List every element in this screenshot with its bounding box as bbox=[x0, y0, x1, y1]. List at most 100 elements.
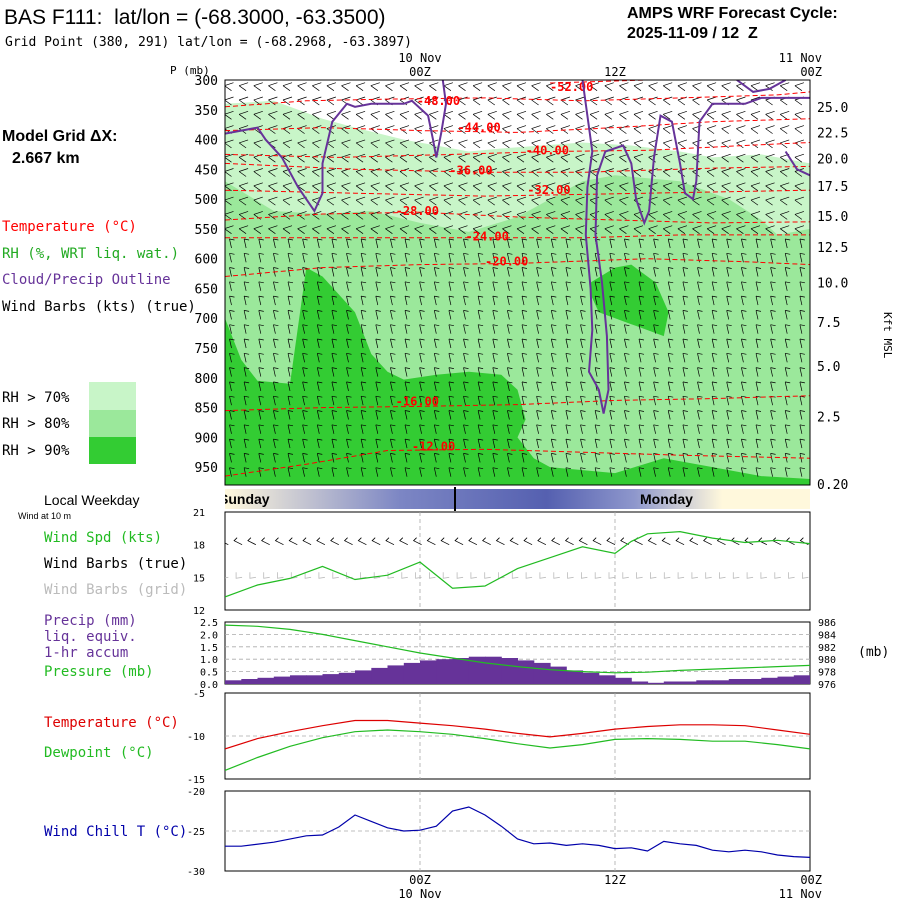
wind-barb bbox=[667, 395, 674, 406]
wind-barb bbox=[682, 410, 688, 420]
wind-barb bbox=[589, 96, 600, 106]
pressure-tick-label: 800 bbox=[195, 372, 218, 387]
wind-barb bbox=[653, 367, 659, 377]
wind-barb bbox=[624, 352, 630, 363]
wind-barb bbox=[560, 110, 571, 120]
precip-bar bbox=[598, 675, 616, 684]
surface-wind-barb-grid bbox=[567, 572, 574, 579]
wind-barb bbox=[448, 338, 454, 349]
temperature-contour bbox=[225, 118, 810, 133]
cloud-outline bbox=[225, 80, 448, 214]
wind-barb bbox=[750, 82, 761, 91]
wind-barb bbox=[741, 438, 747, 449]
wind-barb bbox=[750, 125, 761, 134]
wind-barb bbox=[784, 410, 791, 420]
wind-barb bbox=[390, 338, 396, 349]
temperature-contour-label: -20.00 bbox=[485, 255, 528, 269]
wind-barb bbox=[575, 182, 585, 192]
wind-barb bbox=[390, 267, 396, 277]
wind-barb bbox=[662, 139, 673, 149]
wind-barb bbox=[765, 182, 775, 192]
wind-barb bbox=[531, 225, 541, 234]
precip-bar bbox=[501, 658, 519, 684]
wind-barb bbox=[736, 125, 746, 134]
wind-barb bbox=[458, 168, 468, 177]
wind-barb bbox=[711, 281, 718, 291]
surface-wind-barb-true bbox=[440, 537, 450, 546]
wind-barb bbox=[502, 196, 512, 206]
surface-wind-barb-grid bbox=[802, 572, 809, 579]
wind-barb bbox=[507, 238, 513, 249]
wind-barb bbox=[765, 139, 775, 149]
wind-barb bbox=[341, 125, 351, 134]
wind-barb bbox=[448, 410, 454, 420]
wind-barb bbox=[258, 310, 264, 320]
wind-barb bbox=[463, 381, 469, 391]
cloud-outline-layer bbox=[225, 80, 810, 414]
precip-bar bbox=[696, 680, 714, 684]
wind-barb bbox=[448, 281, 454, 291]
wind-barb bbox=[575, 110, 585, 120]
pressure-tick: 986 bbox=[818, 618, 836, 629]
wind-barb bbox=[390, 410, 396, 420]
wind-barb bbox=[770, 352, 776, 363]
pressure-tick-label: 500 bbox=[195, 193, 218, 208]
wind-speed-tick: 15 bbox=[193, 573, 205, 584]
precip-bar bbox=[436, 659, 454, 684]
wind-barb bbox=[225, 225, 234, 234]
wind-barb bbox=[521, 252, 528, 263]
wind-barb bbox=[580, 281, 586, 291]
wind-barb bbox=[711, 352, 718, 363]
wind-barb bbox=[375, 338, 381, 349]
wind-barb bbox=[375, 424, 381, 434]
wind-barb bbox=[609, 324, 615, 334]
surface-wind-barb-true bbox=[399, 537, 408, 546]
wind-barb bbox=[253, 196, 263, 206]
wind-barb bbox=[507, 338, 513, 349]
wind-barb bbox=[390, 438, 396, 449]
wind-barb bbox=[229, 395, 235, 406]
wind-barb bbox=[448, 252, 454, 263]
surface-wind-barb-grid bbox=[746, 572, 754, 579]
wind-barb bbox=[326, 182, 337, 192]
wind-barb bbox=[458, 153, 468, 163]
wind-barb bbox=[375, 438, 381, 449]
wind-barb bbox=[536, 367, 542, 377]
wind-barb bbox=[302, 367, 308, 377]
wind-barb bbox=[225, 153, 234, 163]
wind-barb bbox=[316, 252, 323, 263]
surface-wind-barb-true bbox=[523, 537, 533, 546]
wind-barb bbox=[755, 252, 762, 263]
wind-barb bbox=[609, 310, 615, 320]
wind-barb bbox=[741, 410, 747, 420]
wind-barb bbox=[594, 438, 601, 449]
wind-barb bbox=[360, 381, 367, 391]
wind-barb bbox=[346, 238, 352, 249]
wind-barb bbox=[414, 82, 424, 91]
wind-barb bbox=[580, 238, 586, 249]
wind-barb bbox=[721, 211, 731, 220]
wind-barb bbox=[287, 381, 294, 391]
wind-barb bbox=[477, 410, 484, 420]
wind-barb bbox=[258, 367, 264, 377]
pressure-tick-label: 750 bbox=[195, 342, 218, 357]
wind-barb bbox=[273, 424, 279, 434]
precip-bar bbox=[761, 677, 779, 684]
wind-barb bbox=[429, 110, 439, 120]
wind-barb bbox=[565, 338, 571, 349]
wind-barb bbox=[521, 310, 528, 320]
wind-barb bbox=[390, 252, 396, 263]
wind-barb bbox=[648, 82, 658, 91]
precip-bar bbox=[273, 676, 291, 684]
wind-barb bbox=[302, 267, 308, 277]
wind-barb bbox=[794, 139, 805, 149]
wind-10m-label: Wind at 10 m bbox=[18, 511, 71, 521]
wind-barb bbox=[531, 211, 541, 220]
surface-wind-barb-grid bbox=[774, 572, 781, 579]
precip-bar bbox=[582, 672, 600, 684]
wind-barb bbox=[594, 295, 601, 306]
wind-barb bbox=[546, 182, 556, 192]
precip-bar bbox=[680, 681, 697, 684]
wind-barb bbox=[594, 281, 601, 291]
wind-barb bbox=[521, 367, 528, 377]
